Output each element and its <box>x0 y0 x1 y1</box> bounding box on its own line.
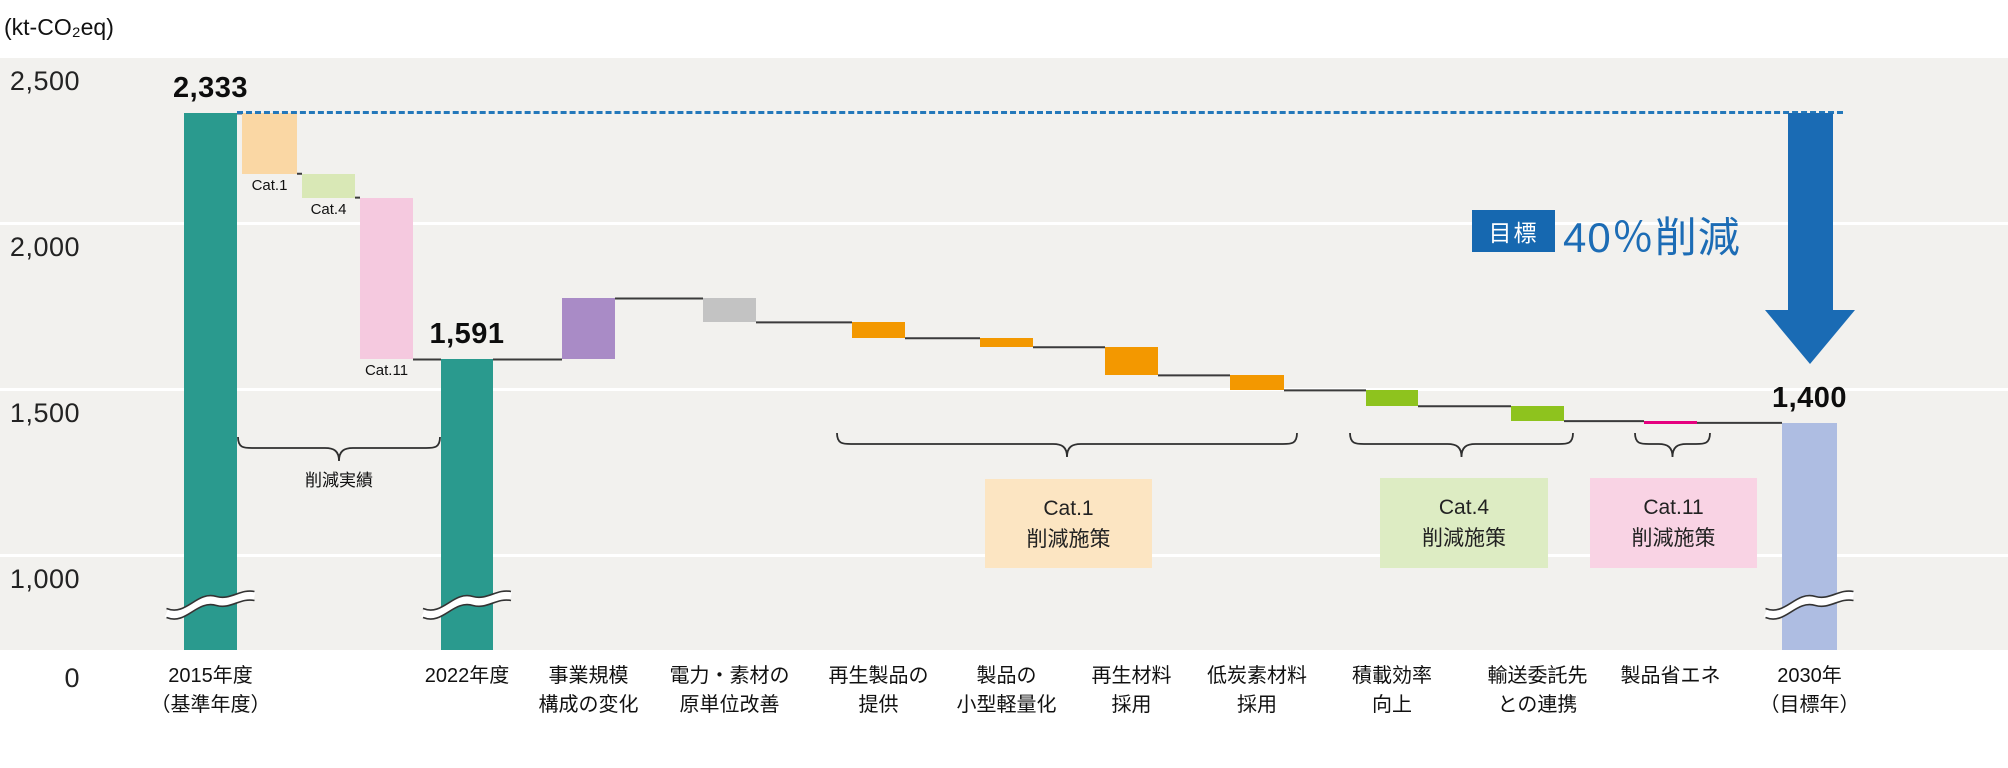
y-tick-label: 2,000 <box>9 231 80 262</box>
bar-fy2015 <box>184 113 237 650</box>
y-tick-label: 1,000 <box>9 563 80 594</box>
bar-transport-partners <box>1511 406 1564 422</box>
bar-recycled-materials <box>1105 347 1158 376</box>
axis-label-low-carbon-materials: 低炭素材料 採用 <box>1137 662 1377 720</box>
legend-box-line: 削減施策 <box>1422 527 1506 550</box>
legend-box-cat11: Cat.11 削減施策 <box>1590 478 1757 568</box>
axis-label-loading-efficiency: 積載効率 向上 <box>1272 662 1512 720</box>
legend-box-cat1: Cat.1 削減施策 <box>985 479 1152 568</box>
y-tick-label: 1,500 <box>9 397 80 428</box>
axis-label-line: 提供 <box>858 694 899 716</box>
axis-label-line: 製品省エネ <box>1620 665 1721 687</box>
category-tag-cat1-actual: Cat.1 <box>251 176 288 194</box>
bar-cat11-actual <box>360 197 413 360</box>
axis-label-line: 輸送委託先 <box>1487 665 1588 687</box>
y-tick-label: 0 <box>64 663 80 693</box>
legend-box-line: Cat.11 <box>1643 496 1704 519</box>
y-tick-label: 2,500 <box>9 66 80 96</box>
target-badge: 目標 <box>1472 210 1555 252</box>
bar-fy2022 <box>441 359 493 650</box>
gridline-2000 <box>0 222 2008 226</box>
axis-label-line: （基準年度） <box>150 694 271 716</box>
value-label-fy2015: 2,333 <box>172 72 249 105</box>
y-axis-unit-label: (kt-CO₂eq) <box>4 14 114 40</box>
target-reduction-text: 40％削減 <box>1563 214 1741 261</box>
axis-label-line: 再生製品の <box>828 665 929 687</box>
axis-label-fy2015: 2015年度 （基準年度） <box>91 662 331 720</box>
axis-label-business-structure: 事業規模 構成の変化 <box>469 662 709 720</box>
bar-recycled-products <box>852 322 905 339</box>
value-label-fy2022: 1,591 <box>429 318 505 351</box>
legend-box-line: Cat.1 <box>1043 496 1094 520</box>
axis-label-line: 向上 <box>1372 694 1412 716</box>
axis-label-line: 製品の <box>976 665 1037 687</box>
axis-label-line: 低炭素材料 <box>1207 665 1307 687</box>
axis-label-line: との連携 <box>1497 694 1578 716</box>
bar-low-carbon-materials <box>1230 375 1284 391</box>
bar-loading-efficiency <box>1366 390 1418 407</box>
gridline-1500 <box>0 388 2008 392</box>
axis-label-line: 積載効率 <box>1352 665 1432 687</box>
axis-label-line: 採用 <box>1237 694 1277 716</box>
bar-power-material-intensity <box>703 298 756 323</box>
bar-cat4-actual <box>302 173 355 198</box>
axis-label-compact-lightweight: 製品の 小型軽量化 <box>887 662 1127 720</box>
axis-label-power-material-intensity: 電力・素材の 原単位改善 <box>610 662 850 720</box>
axis-label-line: 電力・素材の <box>669 665 790 687</box>
reduction-arrow-head-icon <box>1765 310 1855 364</box>
category-tag-cat11-actual: Cat.11 <box>364 362 409 380</box>
bar-business-structure <box>562 298 615 360</box>
legend-box-line: 削減施策 <box>1026 527 1111 551</box>
legend-box-line: 削減施策 <box>1631 527 1716 550</box>
axis-label-product-energy-saving: 製品省エネ <box>1551 662 1791 691</box>
axis-label-line: 2015年度 <box>168 665 253 687</box>
bar-cat1-actual <box>242 113 297 174</box>
axis-label-line: 原単位改善 <box>679 694 780 716</box>
brace-label-reduction-actual: 削減実績 <box>305 471 373 490</box>
bar-compact-lightweight <box>980 338 1033 348</box>
legend-box-cat4: Cat.4 削減施策 <box>1380 478 1548 568</box>
bar-fy2030 <box>1782 422 1837 650</box>
category-tag-cat4-actual: Cat.4 <box>310 200 347 218</box>
axis-label-line: （目標年） <box>1759 694 1860 716</box>
axis-label-line: 2022年度 <box>424 665 510 687</box>
axis-label-fy2022: 2022年度 <box>347 662 587 691</box>
axis-label-recycled-materials: 再生材料 採用 <box>1012 662 1252 720</box>
axis-label-line: 再生材料 <box>1091 665 1172 687</box>
axis-label-line: 事業規模 <box>548 665 629 687</box>
reduction-arrow-shaft <box>1788 113 1833 310</box>
baseline-dashed-line <box>237 111 1843 114</box>
legend-box-line: Cat.4 <box>1438 496 1490 519</box>
axis-label-line: 2030年 <box>1777 665 1842 687</box>
axis-label-transport-partners: 輸送委託先 との連携 <box>1418 662 1658 720</box>
axis-label-fy2030: 2030年 （目標年） <box>1690 662 1930 720</box>
axis-label-line: 構成の変化 <box>538 694 639 716</box>
axis-label-line: 採用 <box>1111 694 1152 716</box>
axis-label-recycled-products: 再生製品の 提供 <box>759 662 999 720</box>
bar-product-energy-saving <box>1644 421 1697 425</box>
axis-label-line: 小型軽量化 <box>956 694 1057 716</box>
value-label-fy2030: 1,400 <box>1771 381 1848 414</box>
